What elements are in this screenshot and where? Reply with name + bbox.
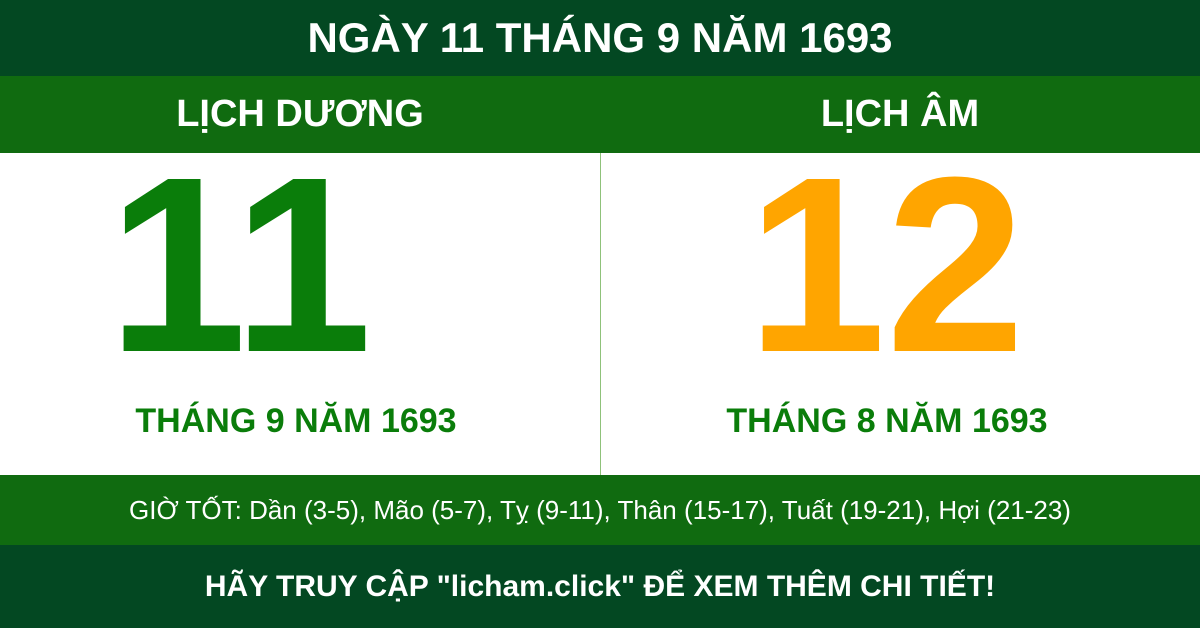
lunar-day: 12 xyxy=(746,125,1026,404)
footer-cta: HÃY TRUY CẬP "licham.click" ĐỂ XEM THÊM … xyxy=(0,545,1200,628)
page-title: NGÀY 11 THÁNG 9 NĂM 1693 xyxy=(0,0,1200,76)
lunar-panel: 12 THÁNG 8 NĂM 1693 xyxy=(601,140,1200,475)
solar-panel: 11 THÁNG 9 NĂM 1693 xyxy=(0,125,600,475)
solar-month-year: THÁNG 9 NĂM 1693 xyxy=(135,402,457,440)
lunar-month-year: THÁNG 8 NĂM 1693 xyxy=(726,402,1048,440)
good-hours: GIỜ TỐT: Dần (3-5), Mão (5-7), Tỵ (9-11)… xyxy=(0,475,1200,545)
column-headers: LỊCH DƯƠNG LỊCH ÂM xyxy=(0,76,1200,153)
lunar-calendar-label: LỊCH ÂM xyxy=(820,93,980,135)
divider xyxy=(600,153,601,475)
solar-day: 11 xyxy=(107,125,373,404)
solar-calendar-label: LỊCH DƯƠNG xyxy=(176,93,424,135)
